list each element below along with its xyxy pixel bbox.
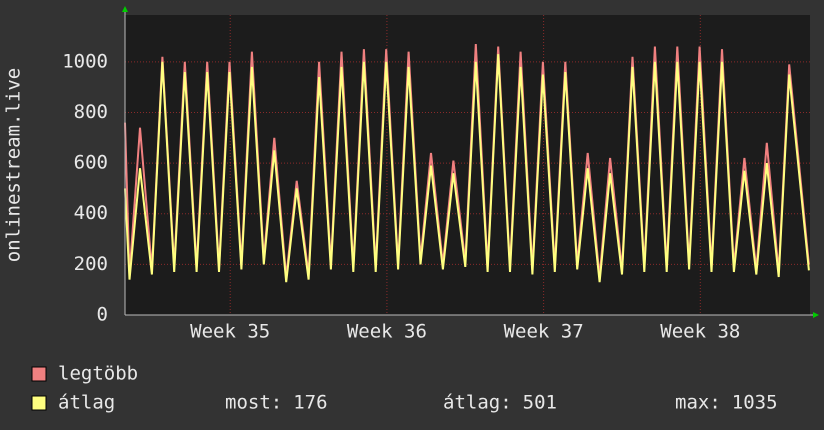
y-tick-label: 400 <box>74 202 108 224</box>
y-axis-label: onlinestream.live <box>3 68 25 262</box>
stat-value: 1035 <box>732 392 778 414</box>
stat-label: átlag: <box>443 392 512 414</box>
plot-area <box>125 15 810 315</box>
y-tick-label: 600 <box>74 152 108 174</box>
y-tick-label: 0 <box>97 304 108 326</box>
legend-label: legtöbb <box>58 363 138 385</box>
y-tick-label: 1000 <box>62 50 108 72</box>
x-tick-label: Week 38 <box>660 321 740 343</box>
y-tick-label: 800 <box>74 101 108 123</box>
legend-label: átlag <box>58 392 115 414</box>
stat-label: most: <box>225 392 282 414</box>
stat-label: max: <box>675 392 721 414</box>
x-tick-label: Week 35 <box>190 321 270 343</box>
x-tick-label: Week 36 <box>347 321 427 343</box>
stat-value: 176 <box>293 392 327 414</box>
axis-arrow <box>122 6 128 12</box>
legend-swatch <box>31 366 47 382</box>
y-tick-label: 200 <box>74 253 108 275</box>
axis-arrow <box>813 312 819 318</box>
legend-swatch <box>31 395 47 411</box>
x-tick-label: Week 37 <box>504 321 584 343</box>
series-line <box>124 54 810 283</box>
stat-value: 501 <box>523 392 557 414</box>
